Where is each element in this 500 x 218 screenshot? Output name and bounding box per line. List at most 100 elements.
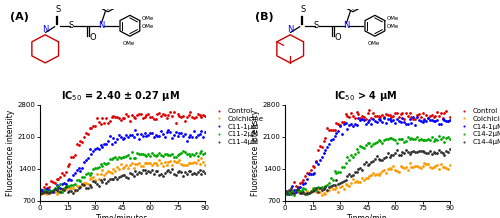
Colchicine <box>37 189 43 192</box>
C11-1μM <box>57 187 63 190</box>
Colchicine <box>326 189 332 191</box>
Text: OMe: OMe <box>368 41 380 46</box>
Text: N: N <box>343 21 349 30</box>
Control <box>445 120 451 122</box>
C14-2μM <box>423 138 429 141</box>
Control <box>59 171 65 174</box>
Colchicine <box>198 157 204 159</box>
C14-2μM <box>291 194 297 197</box>
Control <box>423 114 429 116</box>
Control <box>366 109 372 111</box>
C11-1μM <box>166 128 172 131</box>
Colchicine <box>445 168 451 170</box>
Text: OMe: OMe <box>142 16 154 21</box>
C11-1μM <box>202 131 208 133</box>
C14-1μM <box>282 190 288 193</box>
C11-1μM <box>200 136 206 139</box>
Line: Control: Control <box>38 111 206 191</box>
Line: C11-2μM: C11-2μM <box>38 150 206 195</box>
C14-2μM <box>304 193 310 196</box>
C11-4μM <box>202 171 208 174</box>
Text: O: O <box>334 33 341 42</box>
Control <box>171 111 177 113</box>
C14-2μM <box>322 184 328 187</box>
Line: Control: Control <box>284 109 452 194</box>
C14-1μM <box>284 193 290 195</box>
Control <box>37 187 43 190</box>
C11-4μM <box>37 190 43 192</box>
Line: C11-1μM: C11-1μM <box>38 128 206 195</box>
C14-1μM <box>447 119 453 121</box>
Colchicine <box>59 190 65 193</box>
C11-4μM <box>169 168 175 170</box>
C11-4μM <box>59 188 65 191</box>
Text: N: N <box>42 25 48 34</box>
C14-4μM <box>444 150 450 153</box>
C11-2μM <box>59 190 65 193</box>
C11-4μM <box>81 184 87 187</box>
Colchicine <box>134 163 140 165</box>
Text: S: S <box>55 5 60 14</box>
C11-4μM <box>200 170 206 172</box>
C14-4μM <box>282 189 288 192</box>
Control <box>202 114 208 117</box>
C11-2μM <box>200 153 206 155</box>
Y-axis label: Fluorescence intensity: Fluorescence intensity <box>6 109 15 196</box>
C11-1μM <box>76 166 82 169</box>
C11-2μM <box>37 190 43 193</box>
Line: C11-4μM: C11-4μM <box>38 168 206 195</box>
Text: OMe: OMe <box>387 24 399 29</box>
C14-4μM <box>322 186 328 189</box>
C11-4μM <box>78 186 84 189</box>
Text: S: S <box>314 21 319 30</box>
Text: S: S <box>69 21 74 30</box>
Colchicine <box>202 163 208 166</box>
C11-2μM <box>198 150 204 152</box>
Line: C14-2μM: C14-2μM <box>284 135 452 197</box>
Control <box>282 191 288 194</box>
X-axis label: Time/minutes: Time/minutes <box>96 213 148 218</box>
Control <box>444 110 450 112</box>
Text: OMe: OMe <box>387 16 399 21</box>
Colchicine <box>302 192 308 194</box>
Control <box>320 140 326 142</box>
Text: N: N <box>287 25 294 34</box>
C11-4μM <box>46 192 52 194</box>
Control <box>180 114 186 117</box>
C11-1μM <box>79 167 85 169</box>
Control <box>134 113 140 116</box>
Colchicine <box>379 170 385 172</box>
C14-1μM <box>445 119 451 122</box>
C14-4μM <box>445 150 451 153</box>
Colchicine <box>200 161 206 163</box>
C14-2μM <box>282 192 288 195</box>
Text: IC$_{50}$ = 2.40 ± 0.27 μM: IC$_{50}$ = 2.40 ± 0.27 μM <box>60 89 180 103</box>
Text: OMe: OMe <box>142 24 154 29</box>
C14-1μM <box>304 178 310 181</box>
C14-2μM <box>326 182 332 184</box>
Colchicine <box>282 190 288 193</box>
Legend: Control, Colchicine, C11-1μM, C11-2μM, C11-4μM: Control, Colchicine, C11-1μM, C11-2μM, C… <box>212 108 264 145</box>
C11-2μM <box>134 152 140 154</box>
C14-4μM <box>447 148 453 150</box>
C14-1μM <box>379 120 385 123</box>
Line: Colchicine: Colchicine <box>284 162 452 196</box>
Colchicine <box>178 162 184 165</box>
Legend: Control, Colchicine, C14-1μM, C14-2μM, C14-4μM: Control, Colchicine, C14-1μM, C14-2μM, C… <box>457 108 500 145</box>
C11-2μM <box>202 152 208 155</box>
C14-2μM <box>379 142 385 145</box>
C14-4μM <box>302 193 308 195</box>
Text: IC$_{50}$ > 4 μM: IC$_{50}$ > 4 μM <box>334 89 396 103</box>
Line: C14-1μM: C14-1μM <box>284 115 452 195</box>
Text: (B): (B) <box>255 12 274 22</box>
Control <box>81 136 87 138</box>
C14-1μM <box>410 116 416 118</box>
Text: S: S <box>300 5 306 14</box>
C11-1μM <box>198 130 204 133</box>
Control <box>324 127 330 129</box>
C11-2μM <box>78 179 84 182</box>
C11-2μM <box>81 175 87 178</box>
Control <box>39 188 45 191</box>
Control <box>302 174 308 177</box>
Text: O: O <box>89 33 96 42</box>
